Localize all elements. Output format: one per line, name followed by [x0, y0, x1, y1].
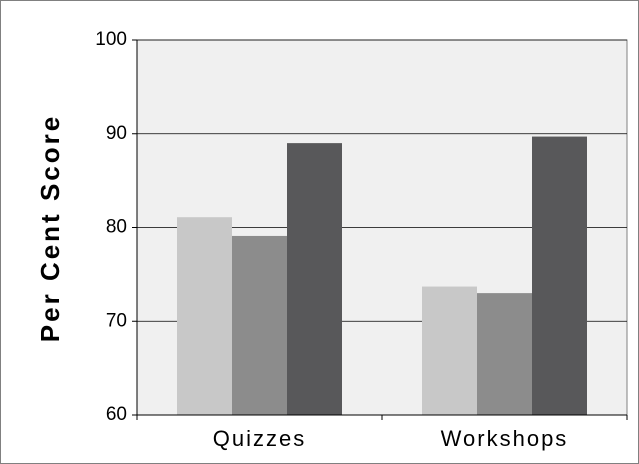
y-tick-label: 60: [106, 404, 127, 425]
y-tick-label: 90: [106, 123, 127, 144]
y-tick-label: 70: [106, 310, 127, 331]
y-tick-label: 100: [95, 29, 127, 50]
bar: [177, 217, 232, 415]
y-axis-label: Per Cent Score: [35, 114, 65, 342]
bar: [477, 293, 532, 415]
bar: [232, 235, 287, 415]
x-tick-label: Workshops: [441, 426, 569, 451]
bar: [532, 136, 587, 415]
y-tick-label: 80: [106, 217, 127, 238]
bar: [422, 286, 477, 415]
x-tick-label: Quizzes: [213, 426, 306, 451]
bar: [287, 143, 342, 415]
